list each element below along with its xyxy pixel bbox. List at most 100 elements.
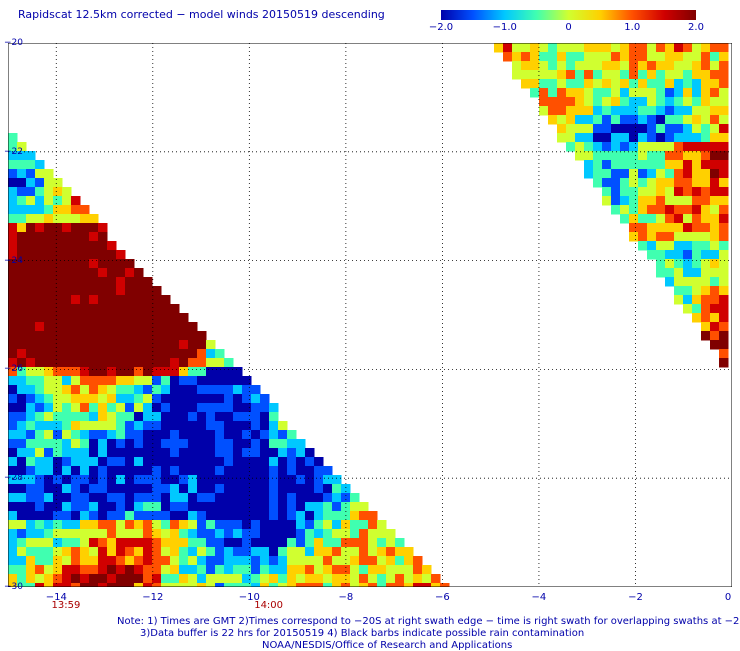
swath-cell [89, 340, 99, 350]
swath-cell [548, 79, 558, 89]
swath-cell [674, 259, 684, 269]
swath-cell [422, 574, 432, 584]
swath-cell [143, 448, 153, 458]
swath-cell [80, 574, 90, 584]
swath-cell [710, 52, 720, 62]
swath-cell [233, 457, 243, 467]
swath-cell [17, 484, 27, 494]
swath-cell [548, 97, 558, 107]
swath-cell [530, 43, 540, 53]
swath-cell [197, 538, 207, 548]
swath-cell [35, 376, 45, 386]
swath-cell [287, 547, 297, 557]
swath-cell [197, 511, 207, 521]
swath-cell [125, 331, 135, 341]
swath-cell [161, 565, 171, 575]
swath-cell [701, 232, 711, 242]
swath-cell [602, 115, 612, 125]
swath-cell [665, 79, 675, 89]
swath-cell [8, 304, 18, 314]
swath-cell [350, 538, 360, 548]
swath-cell [98, 349, 108, 359]
swath-cell [719, 295, 729, 305]
swath-cell [224, 493, 234, 503]
swath-cell [134, 529, 144, 539]
swath-cell [197, 403, 207, 413]
swath-cell [296, 565, 306, 575]
swath-cell [188, 484, 198, 494]
swath-cell [260, 421, 270, 431]
swath-cell [206, 493, 216, 503]
swath-cell [98, 340, 108, 350]
swath-cell [161, 448, 171, 458]
swath-cell [143, 556, 153, 566]
swath-cell [611, 205, 621, 215]
swath-cell [80, 439, 90, 449]
swath-cell [53, 520, 63, 530]
swath-cell [17, 502, 27, 512]
swath-cell [80, 340, 90, 350]
swath-cell [116, 457, 126, 467]
swath-cell [44, 340, 54, 350]
wind-difference-map [8, 43, 732, 587]
swath-cell [224, 520, 234, 530]
swath-cell [125, 286, 135, 296]
swath-cell [260, 403, 270, 413]
swath-cell [53, 214, 63, 224]
swath-cell [80, 277, 90, 287]
swath-cell [548, 70, 558, 80]
swath-cell [8, 493, 18, 503]
swath-cell [89, 439, 99, 449]
swath-cell [683, 277, 693, 287]
swath-cell [692, 241, 702, 251]
swath-cell [269, 583, 279, 587]
swath-cell [170, 547, 180, 557]
swath-cell [8, 403, 18, 413]
swath-cell [296, 529, 306, 539]
swath-cell [134, 421, 144, 431]
swath-cell [584, 88, 594, 98]
swath-cell [170, 376, 180, 386]
swath-cell [98, 511, 108, 521]
swath-cell [197, 331, 207, 341]
swath-cell [674, 169, 684, 179]
swath-cell [26, 286, 36, 296]
swath-cell [575, 115, 585, 125]
swath-cell [278, 583, 288, 587]
swath-cell [278, 502, 288, 512]
swath-cell [350, 502, 360, 512]
swath-cell [251, 484, 261, 494]
swath-cell [71, 313, 81, 323]
swath-cell [341, 502, 351, 512]
swath-cell [71, 223, 81, 233]
swath-cell [26, 340, 36, 350]
swath-cell [251, 394, 261, 404]
swath-cell [647, 241, 657, 251]
swath-cell [125, 583, 135, 587]
swath-cell [44, 223, 54, 233]
swath-cell [287, 511, 297, 521]
swath-cell [152, 304, 162, 314]
swath-cell [314, 583, 324, 587]
swath-cell [395, 574, 405, 584]
swath-cell [251, 421, 261, 431]
swath-cell [62, 475, 72, 485]
swath-cell [332, 511, 342, 521]
swath-cell [8, 151, 18, 161]
swath-cell [17, 394, 27, 404]
swath-cell [80, 268, 90, 278]
swath-cell [278, 430, 288, 440]
swath-cell [620, 88, 630, 98]
swath-cell [350, 511, 360, 521]
swath-cell [26, 178, 36, 188]
swath-cell [125, 349, 135, 359]
swath-cell [719, 142, 729, 152]
swath-cell [539, 106, 549, 116]
swath-cell [692, 61, 702, 71]
swath-cell [611, 61, 621, 71]
swath-cell [152, 520, 162, 530]
swath-cell [53, 421, 63, 431]
swath-cell [152, 286, 162, 296]
swath-cell [368, 565, 378, 575]
swath-cell [656, 43, 666, 53]
